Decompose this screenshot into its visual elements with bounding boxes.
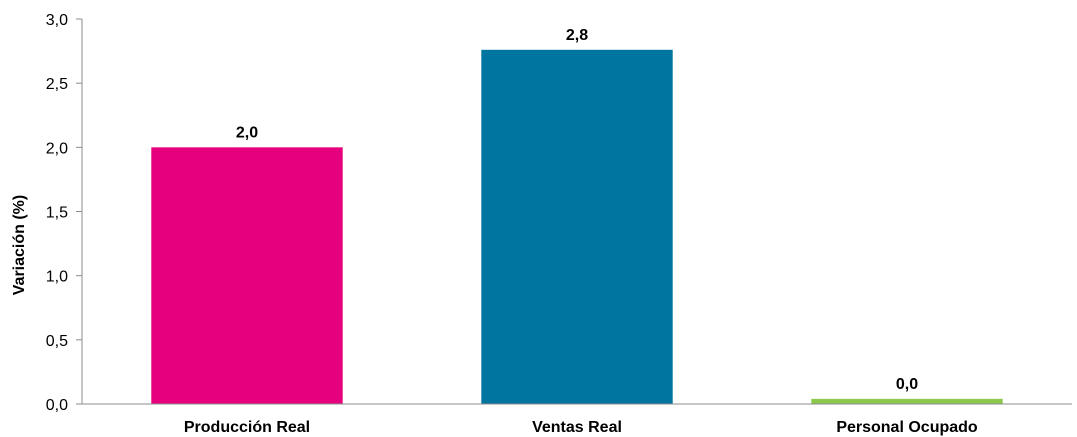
bar <box>151 147 343 405</box>
y-tick-label: 2,0 <box>46 140 68 157</box>
data-label: 0,0 <box>896 376 918 393</box>
y-tick-label: 1,5 <box>46 205 68 222</box>
x-category-label: Ventas Real <box>532 419 622 436</box>
y-tick-label: 0,5 <box>46 333 68 350</box>
bar <box>811 398 1003 404</box>
data-label: 2,0 <box>236 124 258 141</box>
bar <box>481 49 673 405</box>
y-tick-label: 2,5 <box>46 76 68 93</box>
y-axis-title: Variación (%) <box>11 195 28 295</box>
x-category-label: Personal Ocupado <box>836 419 978 436</box>
y-tick-label: 3,0 <box>46 12 68 29</box>
data-label: 2,8 <box>566 27 588 44</box>
y-tick-label: 1,0 <box>46 269 68 286</box>
y-tick-label: 0,0 <box>46 397 68 414</box>
x-category-label: Producción Real <box>184 419 310 436</box>
